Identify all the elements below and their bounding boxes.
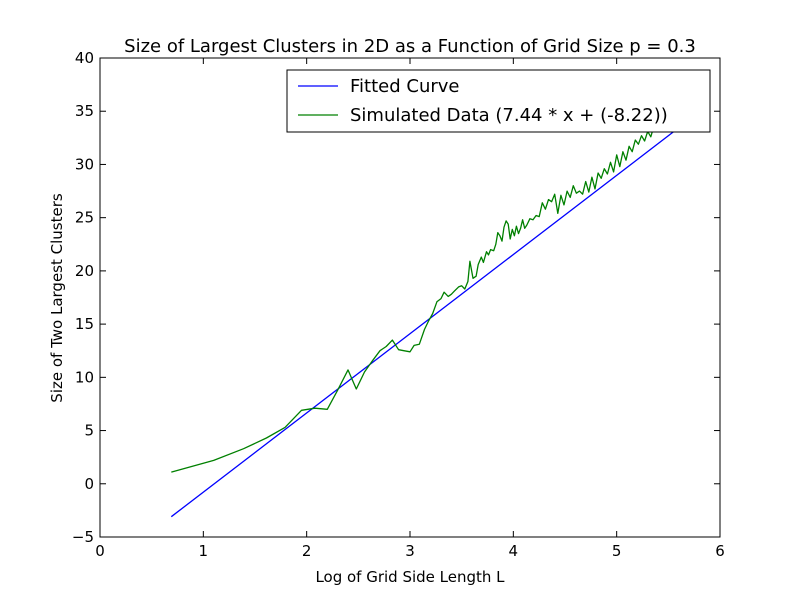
legend-label-simulated: Simulated Data (7.44 * x + (-8.22)) [350, 105, 668, 126]
series-layer [170, 86, 695, 518]
y-tick-label: 30 [75, 155, 94, 173]
x-tick-label: 1 [199, 542, 209, 560]
x-tick-label: 4 [509, 542, 519, 560]
y-axis-ticks: −5 0 5 10 15 20 25 30 35 40 [72, 49, 720, 546]
y-tick-label: 0 [84, 475, 94, 493]
y-tick-label: 40 [75, 49, 94, 67]
x-tick-label: 6 [715, 542, 725, 560]
y-axis-label: Size of Two Largest Clusters [48, 193, 66, 403]
y-tick-label: 25 [75, 209, 94, 227]
y-tick-label: 35 [75, 102, 94, 120]
x-axis-ticks: 0 1 2 3 4 5 6 [95, 58, 725, 560]
x-tick-label: 5 [612, 542, 622, 560]
x-tick-label: 0 [95, 542, 105, 560]
chart-title: Size of Largest Clusters in 2D as a Func… [124, 36, 696, 57]
y-tick-label: 10 [75, 368, 94, 386]
x-tick-label: 3 [405, 542, 415, 560]
series-line-simulated [171, 86, 685, 473]
y-tick-label: 20 [75, 262, 94, 280]
y-tick-label: −5 [72, 528, 94, 546]
legend: Fitted Curve Simulated Data (7.44 * x + … [286, 69, 711, 133]
y-tick-label: 5 [84, 422, 94, 440]
x-axis-label: Log of Grid Side Length L [315, 568, 505, 586]
legend-box [286, 69, 711, 133]
series-line-fitted [170, 115, 695, 518]
legend-label-fitted: Fitted Curve [350, 76, 460, 97]
x-tick-label: 2 [302, 542, 312, 560]
y-tick-label: 15 [75, 315, 94, 333]
